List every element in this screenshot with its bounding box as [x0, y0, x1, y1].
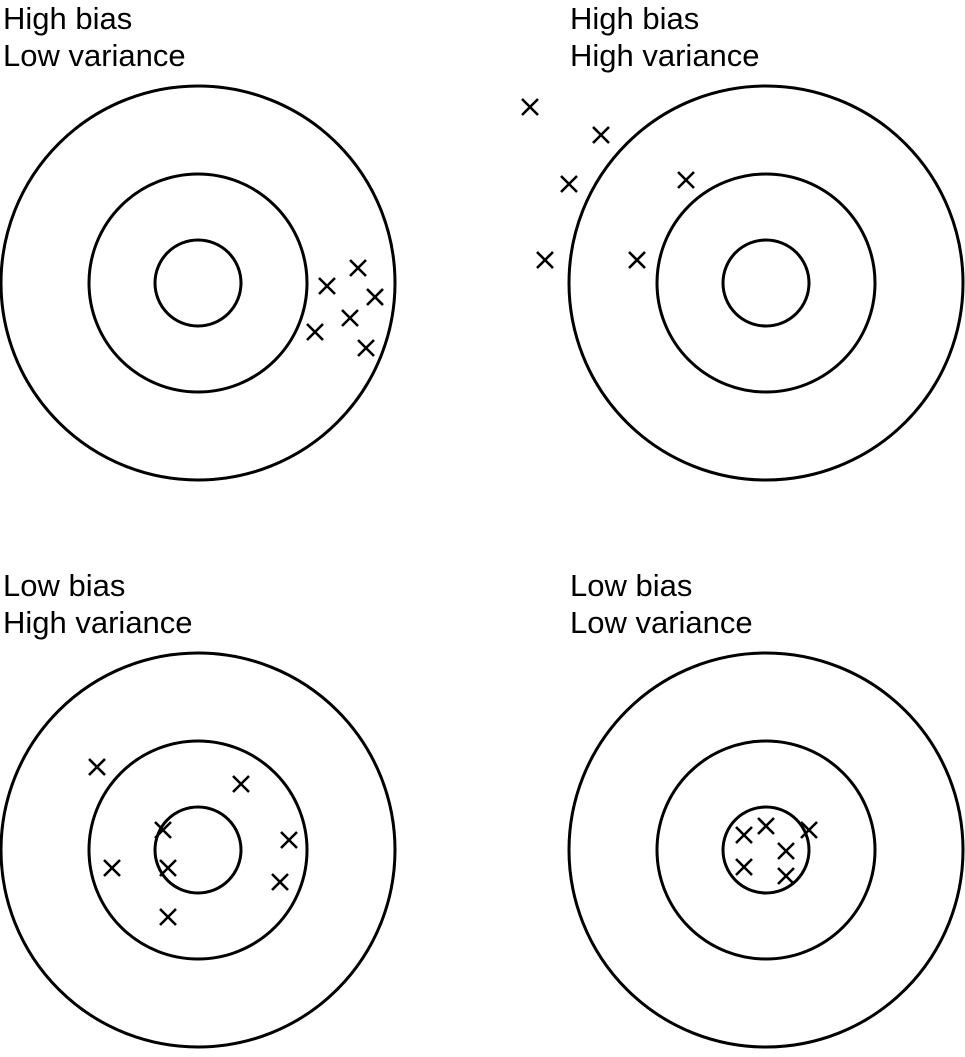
variance-label: Low variance [570, 605, 753, 640]
bullseye [721, 805, 811, 895]
target-high-bias-high-variance [567, 84, 965, 482]
x-mark [88, 758, 106, 776]
x-mark [800, 821, 818, 839]
outer-ring [567, 84, 965, 482]
target-low-bias-low-variance [567, 651, 965, 1049]
panel-low-bias-low-variance: Low bias Low variance [570, 567, 965, 1057]
panel-label: High bias High variance [570, 0, 760, 74]
bullseye [153, 238, 243, 328]
x-mark [341, 309, 359, 327]
middle-ring [87, 739, 309, 961]
bullseye [721, 238, 811, 328]
panel-label: High bias Low variance [3, 0, 186, 74]
bias-label: High bias [570, 1, 700, 36]
variance-label: High variance [570, 38, 760, 73]
variance-label: Low variance [3, 38, 186, 73]
bias-label: High bias [3, 1, 133, 36]
x-mark [103, 859, 121, 877]
x-mark [318, 277, 336, 295]
panel-high-bias-low-variance: High bias Low variance [3, 0, 423, 490]
x-mark [159, 908, 177, 926]
x-mark [536, 251, 554, 269]
outer-ring [0, 651, 397, 1049]
middle-ring [87, 172, 309, 394]
bullseye [153, 805, 243, 895]
middle-ring [655, 739, 877, 961]
x-mark [735, 858, 753, 876]
x-mark [777, 867, 795, 885]
panel-low-bias-high-variance: Low bias High variance [3, 567, 423, 1057]
x-mark [777, 842, 795, 860]
variance-label: High variance [3, 605, 193, 640]
x-mark [592, 126, 610, 144]
shot-marks [88, 98, 818, 926]
panel-label: Low bias Low variance [570, 567, 753, 641]
x-mark [280, 831, 298, 849]
bias-label: Low bias [3, 568, 126, 603]
x-mark [521, 98, 539, 116]
target-high-bias-low-variance [0, 84, 397, 482]
x-mark [366, 288, 384, 306]
outer-ring [567, 651, 965, 1049]
x-mark [154, 821, 172, 839]
x-mark [159, 859, 177, 877]
target-low-bias-high-variance [0, 651, 397, 1049]
panel-label: Low bias High variance [3, 567, 193, 641]
bias-label: Low bias [570, 568, 693, 603]
x-mark [357, 339, 375, 357]
x-mark [306, 323, 324, 341]
middle-ring [655, 172, 877, 394]
x-mark [628, 251, 646, 269]
outer-ring [0, 84, 397, 482]
x-mark [349, 259, 367, 277]
x-mark [735, 826, 753, 844]
panel-high-bias-high-variance: High bias High variance [570, 0, 965, 490]
x-mark [232, 775, 250, 793]
x-mark [677, 171, 695, 189]
x-mark [271, 873, 289, 891]
x-mark [560, 175, 578, 193]
x-mark [757, 817, 775, 835]
